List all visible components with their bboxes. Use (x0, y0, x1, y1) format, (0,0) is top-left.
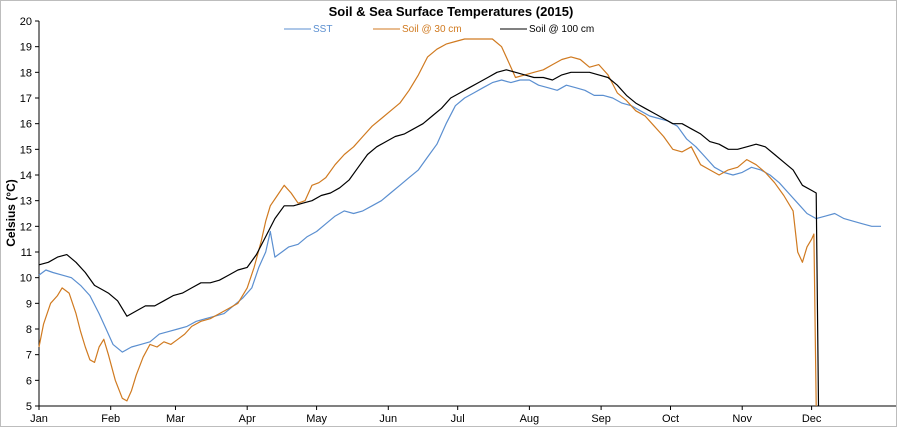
chart-title: Soil & Sea Surface Temperatures (2015) (329, 4, 574, 19)
legend-label-sst: SST (313, 24, 332, 35)
y-tick-label: 19 (20, 42, 32, 54)
y-tick-label: 20 (20, 16, 32, 28)
series-line-soil-100cm (38, 69, 820, 407)
y-axis-label: Celsius (°C) (4, 179, 18, 246)
x-tick-label: Jul (451, 413, 465, 425)
x-tick-label: Feb (101, 413, 120, 425)
x-tick-label: Nov (732, 413, 752, 425)
y-tick-label: 15 (20, 144, 32, 156)
y-ticks: 5 6 7 8 9 10 11 12 13 14 15 16 17 18 19 20 (20, 16, 39, 413)
y-tick-label: 11 (21, 247, 32, 259)
plot-series (38, 38, 881, 407)
x-tick-label: Mar (166, 413, 185, 425)
y-tick-label: 14 (20, 170, 32, 182)
y-tick-label: 18 (20, 67, 32, 79)
x-tick-label: Sep (591, 413, 611, 425)
x-tick-label: Dec (802, 413, 822, 425)
legend: SST Soil @ 30 cm Soil @ 100 cm (284, 24, 594, 35)
x-tick-label: Jan (30, 413, 48, 425)
x-tick-label: Apr (239, 413, 256, 425)
y-tick-label: 9 (26, 298, 32, 310)
y-tick-label: 5 (26, 401, 32, 413)
x-ticks: Jan Feb Mar Apr May Jun Jul Aug Sep Oct Nov Dec (30, 406, 822, 425)
y-tick-label: 16 (20, 119, 32, 131)
y-tick-label: 17 (20, 93, 32, 105)
y-tick-label: 10 (20, 273, 32, 285)
y-tick-label: 12 (20, 221, 32, 233)
y-tick-label: 8 (26, 324, 32, 336)
x-tick-label: May (306, 413, 327, 425)
y-tick-label: 6 (26, 375, 32, 387)
legend-label-soil-30cm: Soil @ 30 cm (402, 24, 462, 35)
legend-label-soil-100cm: Soil @ 100 cm (529, 24, 594, 35)
series-line-sst (38, 79, 881, 353)
x-tick-label: Oct (662, 413, 679, 425)
series-line-soil-30cm (38, 38, 817, 407)
x-tick-label: Aug (520, 413, 540, 425)
legend-item-soil-100cm: Soil @ 100 cm (500, 24, 594, 35)
y-tick-label: 7 (26, 350, 32, 362)
legend-item-sst: SST (284, 24, 332, 35)
x-tick-label: Jun (379, 413, 397, 425)
legend-item-soil-30cm: Soil @ 30 cm (373, 24, 462, 35)
y-tick-label: 13 (20, 196, 32, 208)
